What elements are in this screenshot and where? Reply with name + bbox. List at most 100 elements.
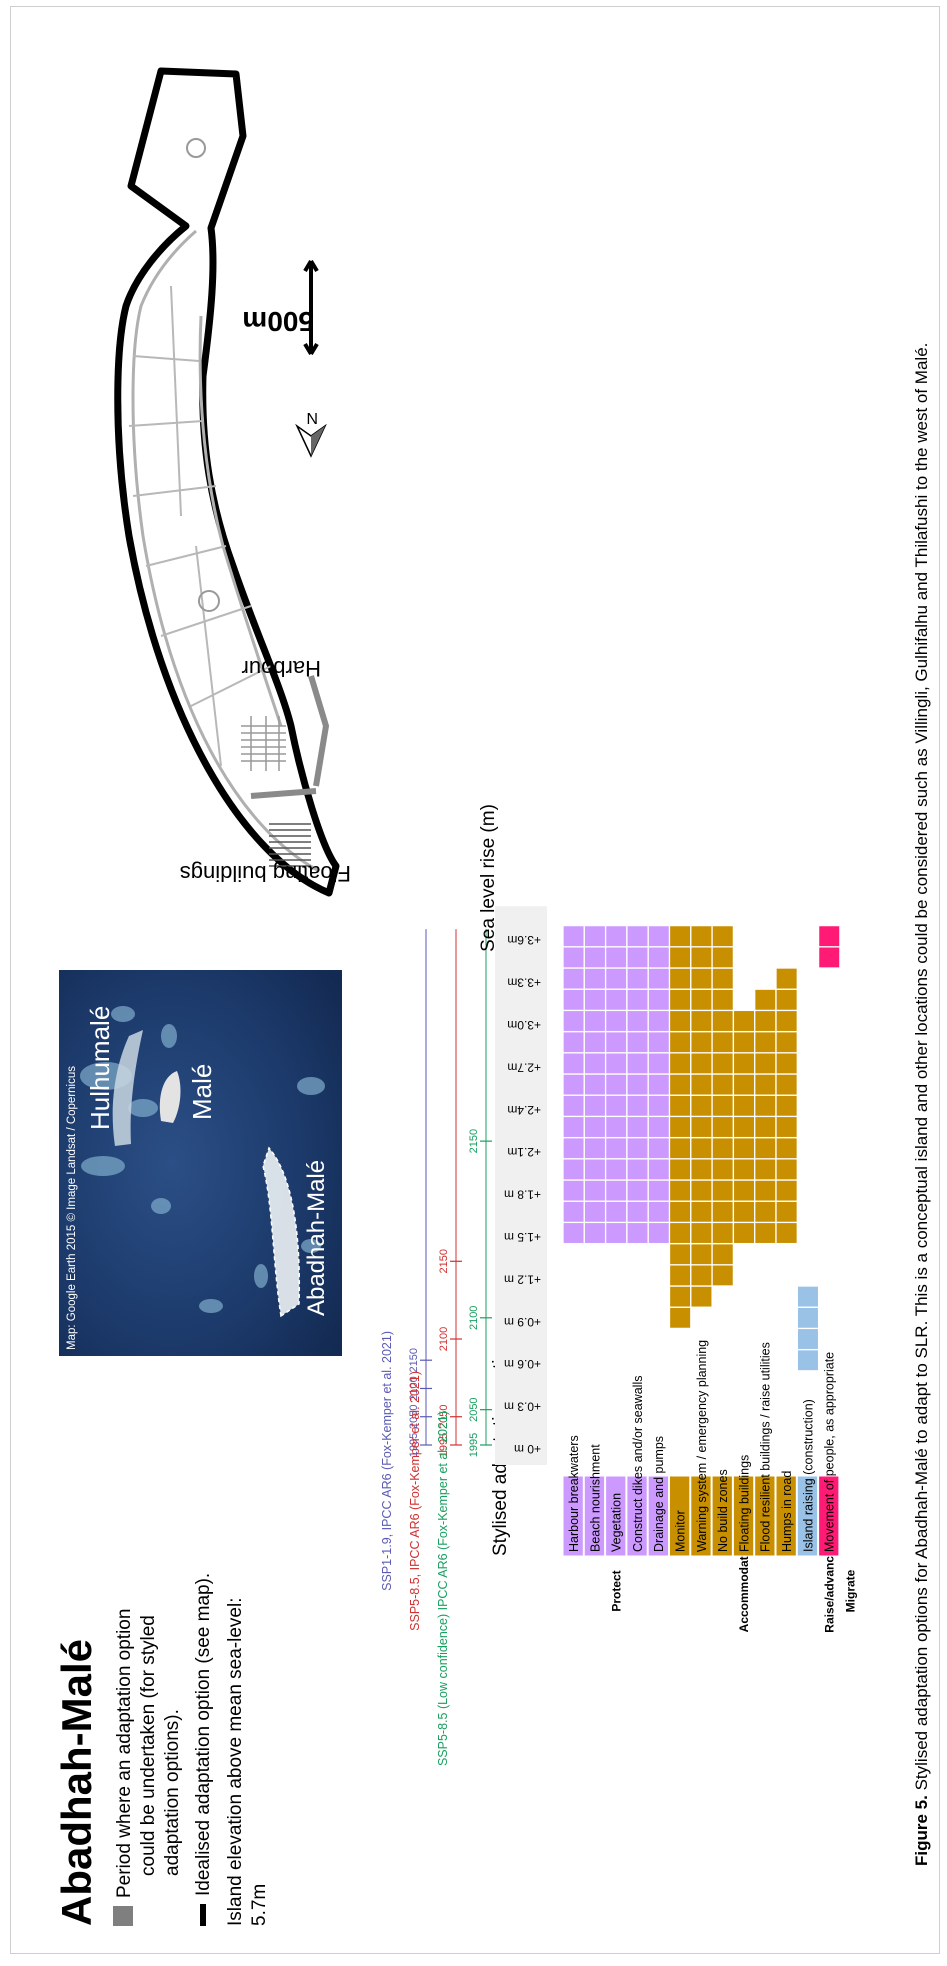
map-scale-label: 500m [242, 306, 314, 337]
grid-cell [711, 1221, 735, 1245]
grid-cell [562, 1179, 585, 1202]
grid-cell [754, 1115, 777, 1139]
map-label-harbour: Harbour [242, 656, 321, 681]
grid-cell [711, 1264, 735, 1287]
grid-cell [583, 1073, 607, 1096]
axis-tick-label: +1.2 m [504, 1272, 541, 1286]
grid-cell [690, 1242, 713, 1266]
grid-cell [604, 1158, 628, 1181]
axis-tick-label: +3.3m [507, 976, 541, 990]
option-label-bg [733, 1476, 754, 1556]
grid-cell [626, 946, 649, 969]
island-map: Floating buildings Harbour 500m N [114, 67, 351, 897]
north-arrow-icon: N [295, 409, 327, 458]
grid-cell [732, 1094, 756, 1118]
option-label-border [839, 1475, 861, 1557]
option-label-border [626, 1475, 648, 1557]
map-label-floating: Floating buildings [180, 861, 351, 886]
grid-cell [732, 1030, 756, 1054]
grid-cell [775, 988, 798, 1012]
grid-cell [583, 1115, 607, 1139]
grid-cell [775, 1115, 798, 1139]
grid-cell [583, 967, 607, 990]
scenario-year-1-1: 1995 [408, 1433, 420, 1457]
scenario-label-1: SSP1-1.9, IPCC AR6 (Fox-Kemper et al. 20… [380, 1331, 394, 1591]
grid-cell [562, 988, 585, 1012]
grid-cell [754, 1158, 777, 1181]
grid-cell [690, 1179, 713, 1202]
grid-cell [796, 1285, 820, 1308]
option-rows: Harbour breakwaters Beach nourishment Vege… [562, 924, 861, 1557]
grid-cell [754, 1030, 777, 1054]
figure-title: Abadhah-Malé [53, 1639, 100, 1926]
grid-cell [754, 1179, 777, 1202]
grid-cell [562, 1073, 585, 1096]
grid-cell [626, 988, 649, 1012]
grid-cell [690, 1285, 713, 1308]
elevation-text: Island elevation above mean sea-level: 5… [225, 1592, 270, 1926]
grid-cell [690, 1136, 713, 1160]
grid-cell [775, 967, 798, 990]
option-label-border [669, 1475, 691, 1557]
satellite-image: Map: Google Earth 2015 © Image Landsat /… [59, 970, 342, 1356]
grid-cell [583, 1221, 607, 1245]
grid-cell [647, 946, 671, 969]
axis-tick-label: +3.6m [507, 933, 541, 947]
grid-cell [626, 924, 649, 948]
grid-cell [626, 1115, 649, 1139]
group-label-2: Accommodate [737, 1549, 751, 1632]
grid-cell [604, 924, 628, 948]
grid-cell [775, 1221, 798, 1245]
grid-cell [583, 988, 607, 1012]
option-label-bg [648, 1476, 669, 1556]
grid-cell [626, 1179, 649, 1202]
grid-cell [796, 1306, 820, 1330]
grid-cell [690, 1158, 713, 1181]
grid-cell [732, 1073, 756, 1096]
grid-cell [647, 924, 671, 948]
grid-cell [604, 1221, 628, 1245]
grid-cell [711, 946, 735, 969]
grid-cell [562, 1200, 585, 1224]
grid-cell [604, 1009, 628, 1033]
grid-cell [711, 1179, 735, 1202]
axis-title: Sea level rise (m) [478, 804, 499, 952]
option-label-9: Floating buildings [737, 1455, 751, 1552]
option-label-bg [690, 1476, 712, 1556]
grid-cell [775, 1179, 798, 1202]
grid-cell [668, 1200, 692, 1224]
caption-text: Stylised adaptation options for Abadhah-… [912, 343, 931, 1791]
grid-cell [583, 1030, 607, 1054]
grid-cell [583, 1136, 607, 1160]
grid-cell [732, 1115, 756, 1139]
grid-cell [604, 1030, 628, 1054]
option-label-border [754, 1475, 776, 1557]
grid-cell [668, 1009, 692, 1033]
grid-cell [711, 924, 735, 948]
grid-cell [668, 1221, 692, 1245]
legend-line-swatch [200, 1904, 206, 1926]
grid-cell [796, 1327, 820, 1351]
grid-cell [711, 1073, 735, 1096]
scenario-year-2-4: 2150 [438, 1249, 450, 1273]
scenario-year-1-3: 2100 [408, 1376, 420, 1400]
option-label-12: Island raising (construction) [801, 1399, 815, 1552]
grid-cell [647, 1094, 671, 1118]
grid-cell [583, 1179, 607, 1202]
grid-cell [732, 1221, 756, 1245]
legend-grey-line-3: adaptation options). [162, 1709, 183, 1876]
axis-tick-label: +2.4m [507, 1103, 541, 1117]
grid-cell [690, 924, 713, 948]
grid-cell [690, 1221, 713, 1245]
option-label-border [690, 1475, 712, 1557]
grid-cell [754, 1094, 777, 1118]
grid-cell [711, 1115, 735, 1139]
option-label-bg [839, 1476, 861, 1556]
grid-cell [604, 1073, 628, 1096]
option-label-bg [797, 1476, 818, 1556]
option-label-10: Flood resilient buildings / raise utilit… [759, 1342, 773, 1552]
option-label-bg [563, 1476, 584, 1556]
elevation-line-1: Island elevation above mean sea-level: [225, 1598, 246, 1926]
grid-cell [690, 1030, 713, 1054]
grid-cell [732, 1052, 756, 1075]
